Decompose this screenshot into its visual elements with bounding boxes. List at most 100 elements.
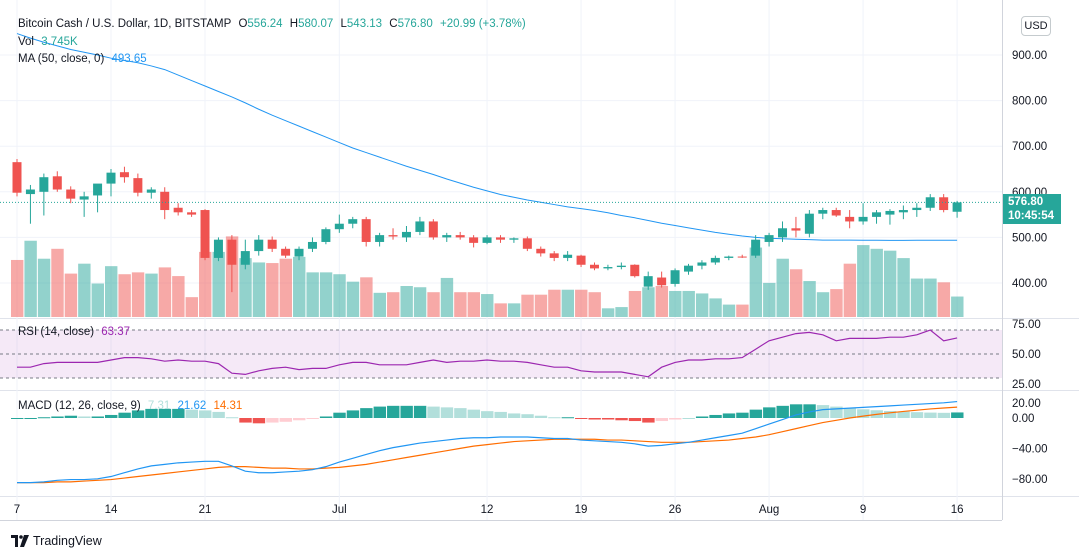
candle-body — [361, 219, 371, 242]
bar-countdown: 10:45:54 — [1008, 210, 1055, 222]
volume-bar — [521, 294, 534, 317]
macd-histogram-bar — [494, 411, 507, 418]
volume-bar — [212, 251, 225, 317]
macd-histogram-bar — [387, 405, 400, 418]
candle-body — [885, 210, 895, 215]
volume-bar — [105, 266, 118, 317]
candle-body — [281, 248, 291, 256]
macd-tick-label: −40.00 — [1012, 443, 1048, 455]
macd-histogram-bar — [615, 418, 628, 421]
volume-bar — [440, 277, 454, 317]
macd-histogram-bar — [37, 417, 51, 419]
macd-histogram-bar — [172, 408, 185, 418]
macd-histogram-bar — [91, 416, 104, 418]
volume-bar — [830, 289, 843, 317]
macd-value: 21.62 — [177, 400, 207, 412]
tradingview-brand[interactable]: TradingView — [11, 534, 102, 548]
currency-button[interactable]: USD — [1021, 16, 1051, 36]
macd-histogram-bar — [937, 412, 951, 418]
macd-histogram-bar — [910, 412, 924, 418]
ma-legend[interactable]: MA (50, close, 0) 493.65 — [18, 52, 151, 66]
volume-bar — [37, 258, 51, 317]
price-tick-label: 500.00 — [1012, 232, 1047, 244]
candle-body — [227, 239, 237, 265]
candle-body — [25, 189, 35, 195]
volume-bar — [628, 290, 642, 317]
time-tick-label: Jul — [332, 504, 347, 516]
candle-body — [388, 235, 398, 237]
volume-bar — [843, 263, 857, 317]
price-tick-label: 700.00 — [1012, 141, 1047, 153]
macd-histogram-bar — [118, 412, 131, 418]
volume-legend[interactable]: Vol 3.745K — [18, 35, 82, 49]
volume-bar — [51, 248, 64, 317]
rsi-tick-label: 75.00 — [1012, 319, 1041, 331]
macd-pane — [11, 400, 964, 484]
open-label: O — [238, 18, 248, 30]
candle-body — [589, 264, 599, 269]
volume-bar — [199, 251, 212, 317]
brand-name: TradingView — [33, 534, 102, 548]
volume-bar — [64, 273, 78, 317]
volume-bar — [333, 274, 346, 317]
macd-histogram-bar — [78, 416, 91, 418]
macd-histogram-bar — [883, 411, 897, 418]
rsi-value: 63.37 — [101, 326, 131, 338]
candle-body — [737, 256, 747, 258]
time-tick-label: 19 — [575, 504, 588, 516]
candle-body — [401, 231, 411, 238]
open-value: 556.24 — [247, 18, 283, 30]
macd-histogram-bar — [682, 418, 695, 419]
volume-bar — [306, 272, 319, 317]
candle-body — [133, 178, 143, 193]
candle-body — [858, 216, 868, 222]
volume-bar — [870, 248, 883, 317]
macd-histogram-bar — [534, 415, 548, 418]
volume-bar — [11, 259, 24, 317]
macd-histogram-bar — [252, 418, 266, 424]
rsi-tick-label: 50.00 — [1012, 349, 1041, 361]
candle-body — [146, 189, 156, 193]
candle-body — [39, 177, 49, 192]
macd-histogram-bar — [642, 418, 655, 423]
candle-body — [495, 237, 505, 240]
macd-tick-label: 0.00 — [1012, 413, 1034, 425]
time-tick-label: 12 — [481, 504, 494, 516]
volume-bar — [709, 298, 722, 317]
candle-body — [307, 241, 317, 249]
macd-histogram-bar — [507, 413, 521, 418]
macd-histogram-bar — [467, 409, 481, 418]
last-price-value: 576.80 — [1008, 196, 1044, 208]
rsi-legend[interactable]: RSI (14, close) 63.37 — [18, 325, 134, 339]
candle-body — [469, 237, 479, 243]
macd-label: MACD (12, 26, close, 9) — [18, 400, 141, 412]
macd-legend[interactable]: MACD (12, 26, close, 9) 7.31 21.62 14.31 — [18, 399, 246, 413]
macd-histogram-bar — [454, 408, 467, 418]
volume-bar — [776, 258, 789, 317]
candle-body — [630, 264, 640, 277]
macd-histogram-bar — [11, 418, 24, 419]
macd-histogram-bar — [51, 416, 64, 418]
macd-histogram-bar — [924, 412, 937, 418]
close-value: 576.80 — [397, 18, 433, 30]
macd-line — [17, 400, 958, 484]
time-tick-label: 26 — [669, 504, 682, 516]
candle-body — [348, 219, 358, 224]
macd-histogram-bar — [857, 409, 870, 418]
macd-histogram-bar — [279, 418, 292, 422]
candle-body — [684, 265, 693, 272]
candle-body — [576, 255, 586, 265]
macd-histogram-bar — [816, 405, 830, 418]
volume-bar — [266, 263, 279, 317]
candle-body — [254, 239, 264, 252]
price-tick-label: 900.00 — [1012, 50, 1047, 62]
volume-bar — [360, 277, 373, 317]
volume-bar — [387, 292, 400, 317]
candle-body — [563, 254, 573, 258]
macd-histogram-bar — [400, 405, 413, 418]
price-tick-label: 400.00 — [1012, 278, 1047, 290]
candle-body — [79, 196, 89, 200]
candle-body — [872, 212, 882, 217]
macd-histogram-bar — [830, 406, 843, 418]
